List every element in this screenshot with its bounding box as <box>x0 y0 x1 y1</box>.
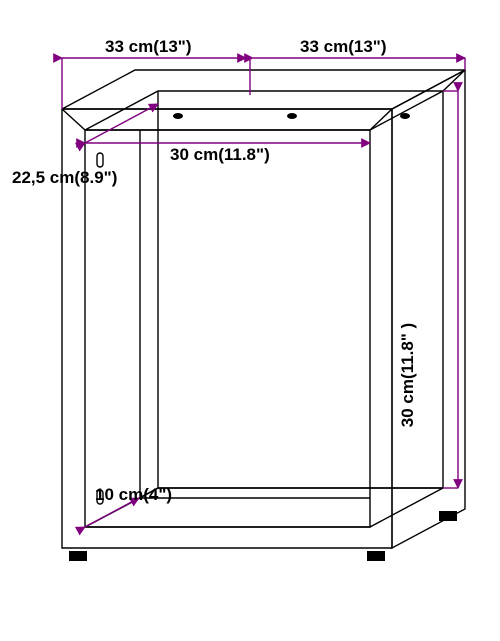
top-rim-outer <box>62 70 465 109</box>
dimension-labels: 33 cm(13") 33 cm(13") 30 cm(11.8") 22,5 cm(… <box>12 37 417 504</box>
right-side-face <box>392 70 465 548</box>
top-rim-inner <box>85 91 443 130</box>
top-hole-2 <box>400 113 410 119</box>
label-top-left: 33 cm(13") <box>105 37 192 56</box>
foot-2 <box>439 511 457 521</box>
label-inner-depth: 22,5 cm(8.9") <box>12 168 117 187</box>
foot-1 <box>367 551 385 561</box>
dimension-lines <box>62 58 465 527</box>
top-hole-0 <box>173 113 183 119</box>
top-hole-1 <box>287 113 297 119</box>
fastener-slot-0 <box>97 153 103 167</box>
label-top-right: 33 cm(13") <box>300 37 387 56</box>
foot-0 <box>69 551 87 561</box>
front-opening <box>85 130 370 527</box>
label-inner-height: 30 cm(11.8" ) <box>398 323 417 427</box>
furniture-dimension-diagram: 33 cm(13") 33 cm(13") 30 cm(11.8") 22,5 cm(… <box>0 0 500 641</box>
label-shelf-depth: 10 cm(4") <box>95 485 172 504</box>
label-inner-width: 30 cm(11.8") <box>170 145 270 164</box>
